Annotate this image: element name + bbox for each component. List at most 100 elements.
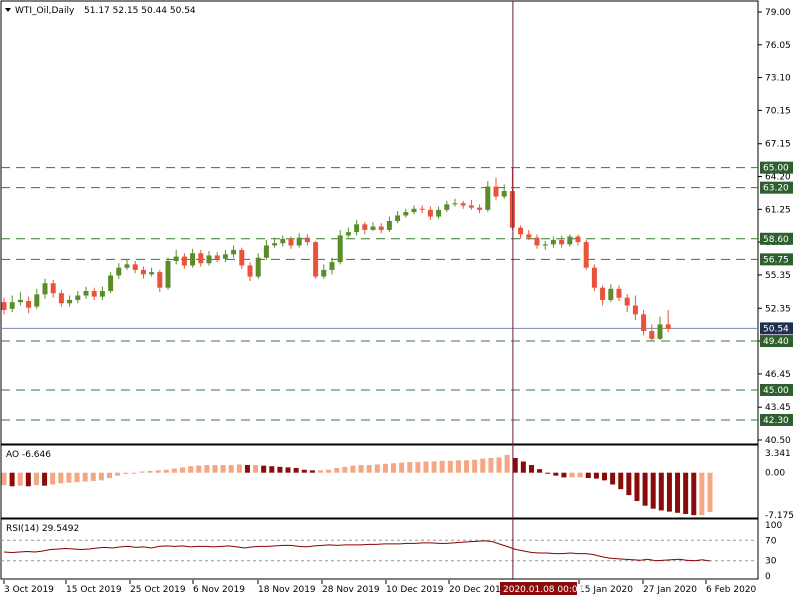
level-tag-label: 42.30 — [763, 416, 789, 426]
price-tick-label: 73.10 — [765, 74, 791, 84]
candle-body — [296, 237, 302, 246]
candle-body — [157, 272, 163, 288]
candle-body — [534, 237, 540, 246]
price-tick-label: 52.35 — [765, 304, 791, 314]
candle-body — [198, 253, 204, 264]
ao-bar — [326, 469, 332, 473]
candle-body — [567, 236, 573, 245]
candle-body — [99, 291, 105, 297]
ao-bar — [431, 461, 437, 473]
ao-bar — [123, 472, 129, 474]
ao-bar — [496, 457, 502, 473]
ao-bar — [90, 472, 96, 481]
candle-body — [411, 208, 417, 213]
candle-body — [58, 293, 64, 304]
ao-bar — [106, 472, 112, 479]
candle-body — [42, 283, 48, 295]
candle-body — [247, 265, 253, 277]
ao-bar — [317, 470, 323, 473]
ao-bar — [228, 465, 234, 473]
ao-bar — [382, 463, 388, 473]
ao-bar — [1, 472, 7, 486]
time-tick-label: 3 Oct 2019 — [4, 585, 54, 595]
symbol-header: WTI_Oil,Daily 51.17 52.15 50.44 50.54 — [5, 6, 196, 16]
ao-bar — [33, 472, 39, 486]
ao-bar — [196, 465, 202, 473]
time-tick-label: 6 Nov 2019 — [193, 585, 245, 595]
horizontal-levels — [1, 167, 758, 421]
ao-bar — [350, 465, 356, 473]
candle-body — [190, 253, 196, 266]
time-tick-label: 25 Oct 2019 — [130, 585, 186, 595]
candle-body — [345, 232, 351, 236]
candle-body — [624, 297, 630, 306]
ao-tick-label: 0.00 — [765, 469, 785, 479]
ao-bar — [74, 472, 80, 483]
candle-body — [206, 255, 212, 264]
candle-body — [83, 291, 89, 296]
rsi-plot: 100 70 30 0 — [1, 521, 782, 582]
current-price-label: 50.54 — [763, 324, 789, 334]
candle-body — [272, 243, 278, 246]
ao-bar — [520, 461, 526, 473]
collapse-arrow-icon[interactable] — [5, 8, 11, 12]
time-tick-label: 15 Jan 2020 — [579, 585, 633, 595]
ao-bar — [139, 471, 145, 473]
ao-bar — [642, 472, 648, 506]
ao-bar — [82, 472, 88, 482]
candle-body — [116, 267, 122, 276]
candle-body — [468, 205, 474, 208]
candle-body — [34, 294, 40, 307]
candle-body — [559, 239, 565, 245]
candle-body — [329, 262, 335, 270]
ao-bar — [358, 465, 364, 473]
candle-body — [460, 203, 466, 206]
ao-bar — [50, 472, 56, 485]
candle-body — [165, 261, 171, 288]
level-tag-label: 45.00 — [763, 386, 789, 396]
level-tag-label: 65.00 — [763, 164, 789, 174]
ao-bar — [180, 467, 186, 473]
candle-body — [608, 288, 614, 300]
candle-body — [140, 269, 146, 275]
ao-bar — [488, 457, 494, 473]
price-tick-label: 79.00 — [765, 8, 791, 18]
candle-body — [632, 305, 638, 315]
price-tick-label: 64.20 — [765, 173, 791, 183]
ao-bar — [171, 468, 177, 473]
ao-bar — [220, 465, 226, 473]
rsi-tick-label: 70 — [765, 536, 777, 546]
ao-bar — [391, 463, 397, 473]
ao-bar — [634, 472, 640, 501]
rsi-title: RSI(14) 29.5492 — [6, 524, 79, 534]
ao-bar — [334, 467, 340, 473]
candle-body — [263, 245, 269, 258]
candle-body — [124, 264, 130, 268]
ao-bar — [366, 465, 372, 473]
candle-body — [395, 215, 401, 221]
candle-body — [600, 287, 606, 300]
ao-bar — [131, 472, 137, 474]
candle-body — [304, 237, 310, 243]
ao-bar — [472, 459, 478, 473]
axes: 79.0076.0573.1070.1567.1564.2061.2558.30… — [3, 8, 793, 595]
candle-body — [583, 242, 589, 268]
candle-body — [616, 288, 622, 298]
ao-bar — [212, 465, 218, 473]
ao-bar — [480, 458, 486, 473]
ao-bar — [610, 472, 616, 485]
time-tick-label: 28 Nov 2019 — [322, 585, 380, 595]
ao-bar — [42, 472, 48, 486]
price-tick-label: 55.35 — [765, 271, 791, 281]
candle-body — [550, 239, 556, 245]
candle-body — [386, 220, 392, 230]
ao-bar — [626, 472, 632, 496]
ao-bar — [66, 472, 72, 483]
level-tag-label: 63.20 — [763, 184, 789, 194]
ao-bar — [188, 466, 194, 473]
ao-title: AO -6.646 — [6, 450, 51, 460]
candle-body — [378, 226, 384, 230]
ao-bar — [58, 472, 64, 484]
